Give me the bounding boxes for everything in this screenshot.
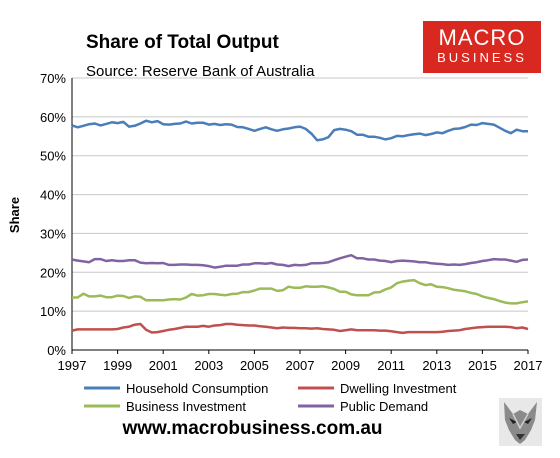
legend-label: Dwelling Investment bbox=[340, 381, 457, 396]
website-url: www.macrobusiness.com.au bbox=[122, 418, 383, 439]
y-tick-label: 20% bbox=[40, 265, 66, 280]
series-line-1 bbox=[71, 322, 529, 335]
macrobusiness-logo: MACRO BUSINESS bbox=[423, 21, 541, 73]
x-tick-label: 2003 bbox=[194, 358, 223, 373]
y-tick-label: 30% bbox=[40, 226, 66, 241]
x-tick-label: 2017 bbox=[514, 358, 543, 373]
x-tick-label: 1999 bbox=[103, 358, 132, 373]
y-tick-label: 0% bbox=[47, 343, 66, 358]
y-tick-label: 60% bbox=[40, 110, 66, 125]
legend: Household Consumption Dwelling Investment… bbox=[84, 381, 457, 414]
y-tick-label: 50% bbox=[40, 149, 66, 164]
axes: 0% 10% 20% 30% 40% 50% 60% 70% 1997 1999 2001 2003 2… bbox=[40, 71, 542, 373]
legend-label: Public Demand bbox=[340, 399, 428, 414]
x-tick-label: 2005 bbox=[240, 358, 269, 373]
x-tick-label: 2011 bbox=[377, 358, 405, 373]
wolf-icon bbox=[499, 398, 542, 446]
y-axis-label: Share bbox=[7, 197, 22, 233]
legend-label: Business Investment bbox=[126, 399, 246, 414]
logo-line-2: BUSINESS bbox=[437, 50, 527, 65]
y-tick-label: 10% bbox=[40, 304, 66, 319]
x-tick-label: 2007 bbox=[286, 358, 315, 373]
chart-subtitle: Source: Reserve Bank of Australia bbox=[86, 63, 315, 80]
series-line-0 bbox=[71, 119, 528, 142]
x-tick-label: 2015 bbox=[468, 358, 497, 373]
logo-line-1: MACRO bbox=[438, 25, 526, 50]
series-line-2 bbox=[72, 278, 529, 305]
chart-title: Share of Total Output bbox=[86, 32, 279, 53]
legend-label: Household Consumption bbox=[126, 381, 268, 396]
x-tick-label: 2009 bbox=[331, 358, 360, 373]
x-tick-label: 2001 bbox=[149, 358, 178, 373]
gridlines bbox=[72, 77, 528, 312]
x-tick-label: 1997 bbox=[58, 358, 87, 373]
x-tick-label: 2013 bbox=[422, 358, 451, 373]
series-line-3 bbox=[71, 253, 529, 269]
y-tick-label: 70% bbox=[40, 71, 66, 86]
y-tick-label: 40% bbox=[40, 188, 66, 203]
series-lines bbox=[71, 119, 529, 335]
